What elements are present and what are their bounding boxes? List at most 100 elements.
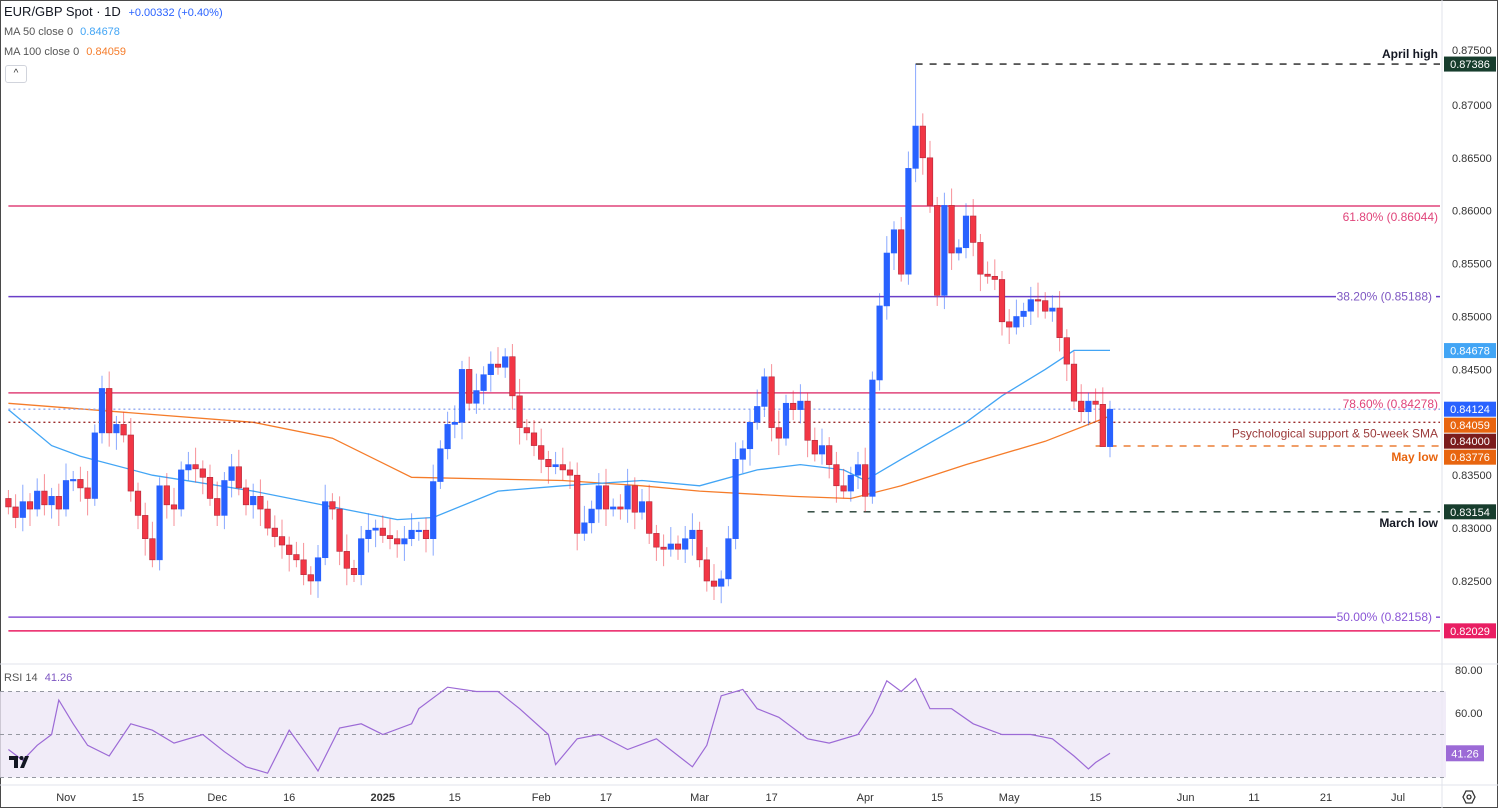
candle (336, 496, 343, 566)
candle-body (638, 501, 646, 513)
candle-body (847, 474, 854, 492)
rsi-tag: 41.26 (1451, 748, 1479, 760)
candle (624, 468, 631, 523)
psych-support-tag: 0.84000 (1450, 436, 1490, 448)
candle (19, 484, 26, 532)
settings-gear-icon[interactable] (1462, 790, 1476, 807)
candle (170, 487, 178, 526)
candle-body (1034, 299, 1042, 302)
candle-body (293, 554, 300, 561)
ma100-legend[interactable]: MA 100 close 0 0.84059 (4, 46, 126, 58)
ma100-line (8, 402, 1111, 500)
candle-body (977, 242, 984, 275)
candle-body (998, 279, 1006, 323)
x-tick-label: Apr (857, 792, 874, 804)
candle (1092, 388, 1099, 422)
march-low-tag: 0.83154 (1450, 507, 1490, 519)
candle (638, 488, 646, 520)
price-change: +0.00332 (+0.40%) (128, 7, 223, 19)
candle (833, 451, 840, 503)
candle-body (422, 529, 430, 539)
candle-body (415, 529, 422, 533)
candle-body (365, 529, 372, 539)
candle-body (905, 168, 912, 275)
collapse-legend-button[interactable]: ^ (5, 65, 27, 83)
candle-body (336, 508, 343, 552)
may-low-tag: 0.83776 (1450, 452, 1490, 464)
candle (91, 424, 98, 506)
candle (271, 515, 278, 548)
candle-body (372, 527, 379, 531)
candle-body (869, 379, 876, 497)
candle-body (566, 469, 574, 476)
candle-body (660, 546, 667, 550)
candle-body (761, 376, 768, 407)
candle (134, 482, 142, 530)
candle-body (818, 445, 826, 455)
rsi-legend[interactable]: RSI 14 41.26 (4, 672, 72, 684)
candle-body (199, 468, 206, 478)
rsi-label: RSI 14 (4, 672, 38, 684)
candle (962, 203, 970, 259)
ma50-legend[interactable]: MA 50 close 0 0.84678 (4, 26, 120, 38)
candle (192, 447, 199, 483)
candle (113, 415, 120, 450)
candle (739, 440, 746, 474)
candle (811, 427, 818, 462)
candle-body (588, 508, 595, 524)
candle-body (797, 400, 804, 410)
candle (710, 564, 718, 601)
candle (307, 566, 314, 595)
candle-body (631, 485, 638, 513)
candle (631, 477, 638, 530)
candle (250, 483, 257, 519)
candle-body (739, 448, 746, 460)
candle-body (1092, 400, 1099, 405)
candle (494, 347, 502, 375)
april-high-tag: 0.87386 (1450, 59, 1490, 71)
candle (314, 545, 322, 598)
y-tick-label: 0.85000 (1452, 312, 1492, 324)
candle (185, 451, 192, 481)
candle-body (242, 487, 250, 506)
ma50-label: MA 50 close 0 (4, 26, 74, 38)
candle (142, 502, 149, 556)
candle-body (1020, 310, 1027, 317)
candle (401, 525, 408, 561)
x-tick-label: Jun (1177, 792, 1195, 804)
candle (725, 525, 732, 587)
candle-body (984, 273, 991, 277)
candle-body (12, 506, 19, 518)
candle-body (674, 543, 682, 550)
candle (545, 450, 552, 484)
candle (682, 525, 689, 564)
candle (552, 451, 559, 475)
candle (41, 474, 48, 516)
candle-body (754, 406, 761, 423)
y-tick-label: 0.82500 (1452, 576, 1492, 588)
candle (732, 442, 739, 550)
candle-body (595, 485, 602, 510)
candle (869, 371, 876, 504)
candle (422, 517, 430, 553)
candle (502, 348, 509, 378)
symbol-title[interactable]: EUR/GBP Spot · 1D (4, 4, 121, 19)
candle-body (703, 559, 710, 582)
low-line-tag: 0.82029 (1450, 626, 1490, 638)
candle-body (91, 432, 98, 499)
candle-body (134, 490, 142, 516)
candle-body (487, 363, 494, 375)
candle (674, 535, 682, 560)
candle-body (718, 578, 725, 587)
tradingview-logo-icon[interactable] (8, 752, 34, 772)
candle (1049, 295, 1056, 322)
candle-body (329, 501, 336, 510)
rsi-tick-label: 60.00 (1455, 708, 1483, 720)
candle (257, 479, 264, 526)
candle-body (437, 448, 444, 482)
candle (581, 505, 588, 541)
candle (300, 542, 307, 586)
y-tick-label: 0.83500 (1452, 470, 1492, 482)
candle (55, 483, 62, 526)
